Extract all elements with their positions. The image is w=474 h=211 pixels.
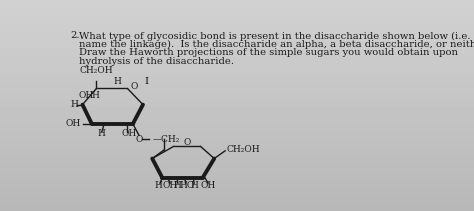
Text: OH: OH bbox=[79, 91, 94, 100]
Text: HO: HO bbox=[180, 181, 195, 190]
Text: H: H bbox=[91, 91, 99, 100]
Text: O: O bbox=[136, 135, 143, 144]
Text: O: O bbox=[183, 138, 191, 147]
Text: Draw the Haworth projections of the simple sugars you would obtain upon: Draw the Haworth projections of the simp… bbox=[80, 48, 458, 57]
Text: H: H bbox=[191, 181, 199, 190]
Text: 2.: 2. bbox=[70, 31, 80, 41]
Text: H: H bbox=[155, 181, 163, 190]
Text: OH: OH bbox=[201, 181, 216, 190]
Text: OH: OH bbox=[121, 129, 137, 138]
Text: name the linkage).  Is the disaccharide an alpha, a beta disaccharide, or neithe: name the linkage). Is the disaccharide a… bbox=[80, 40, 474, 49]
Text: hydrolysis of the disaccharide.: hydrolysis of the disaccharide. bbox=[80, 57, 235, 66]
Text: H: H bbox=[174, 181, 182, 190]
Text: O: O bbox=[131, 82, 138, 91]
Text: CH₂OH: CH₂OH bbox=[80, 66, 113, 75]
Text: OH: OH bbox=[65, 119, 81, 128]
Text: CH₂OH: CH₂OH bbox=[227, 145, 260, 154]
Text: H: H bbox=[113, 77, 121, 86]
Text: I: I bbox=[144, 77, 148, 86]
Text: OH: OH bbox=[163, 181, 178, 190]
Text: What type of glycosidic bond is present in the disaccharide shown below (i.e.: What type of glycosidic bond is present … bbox=[80, 31, 471, 41]
Text: H: H bbox=[70, 100, 78, 109]
Text: H: H bbox=[98, 129, 106, 138]
Text: —CH₂: —CH₂ bbox=[152, 135, 180, 144]
